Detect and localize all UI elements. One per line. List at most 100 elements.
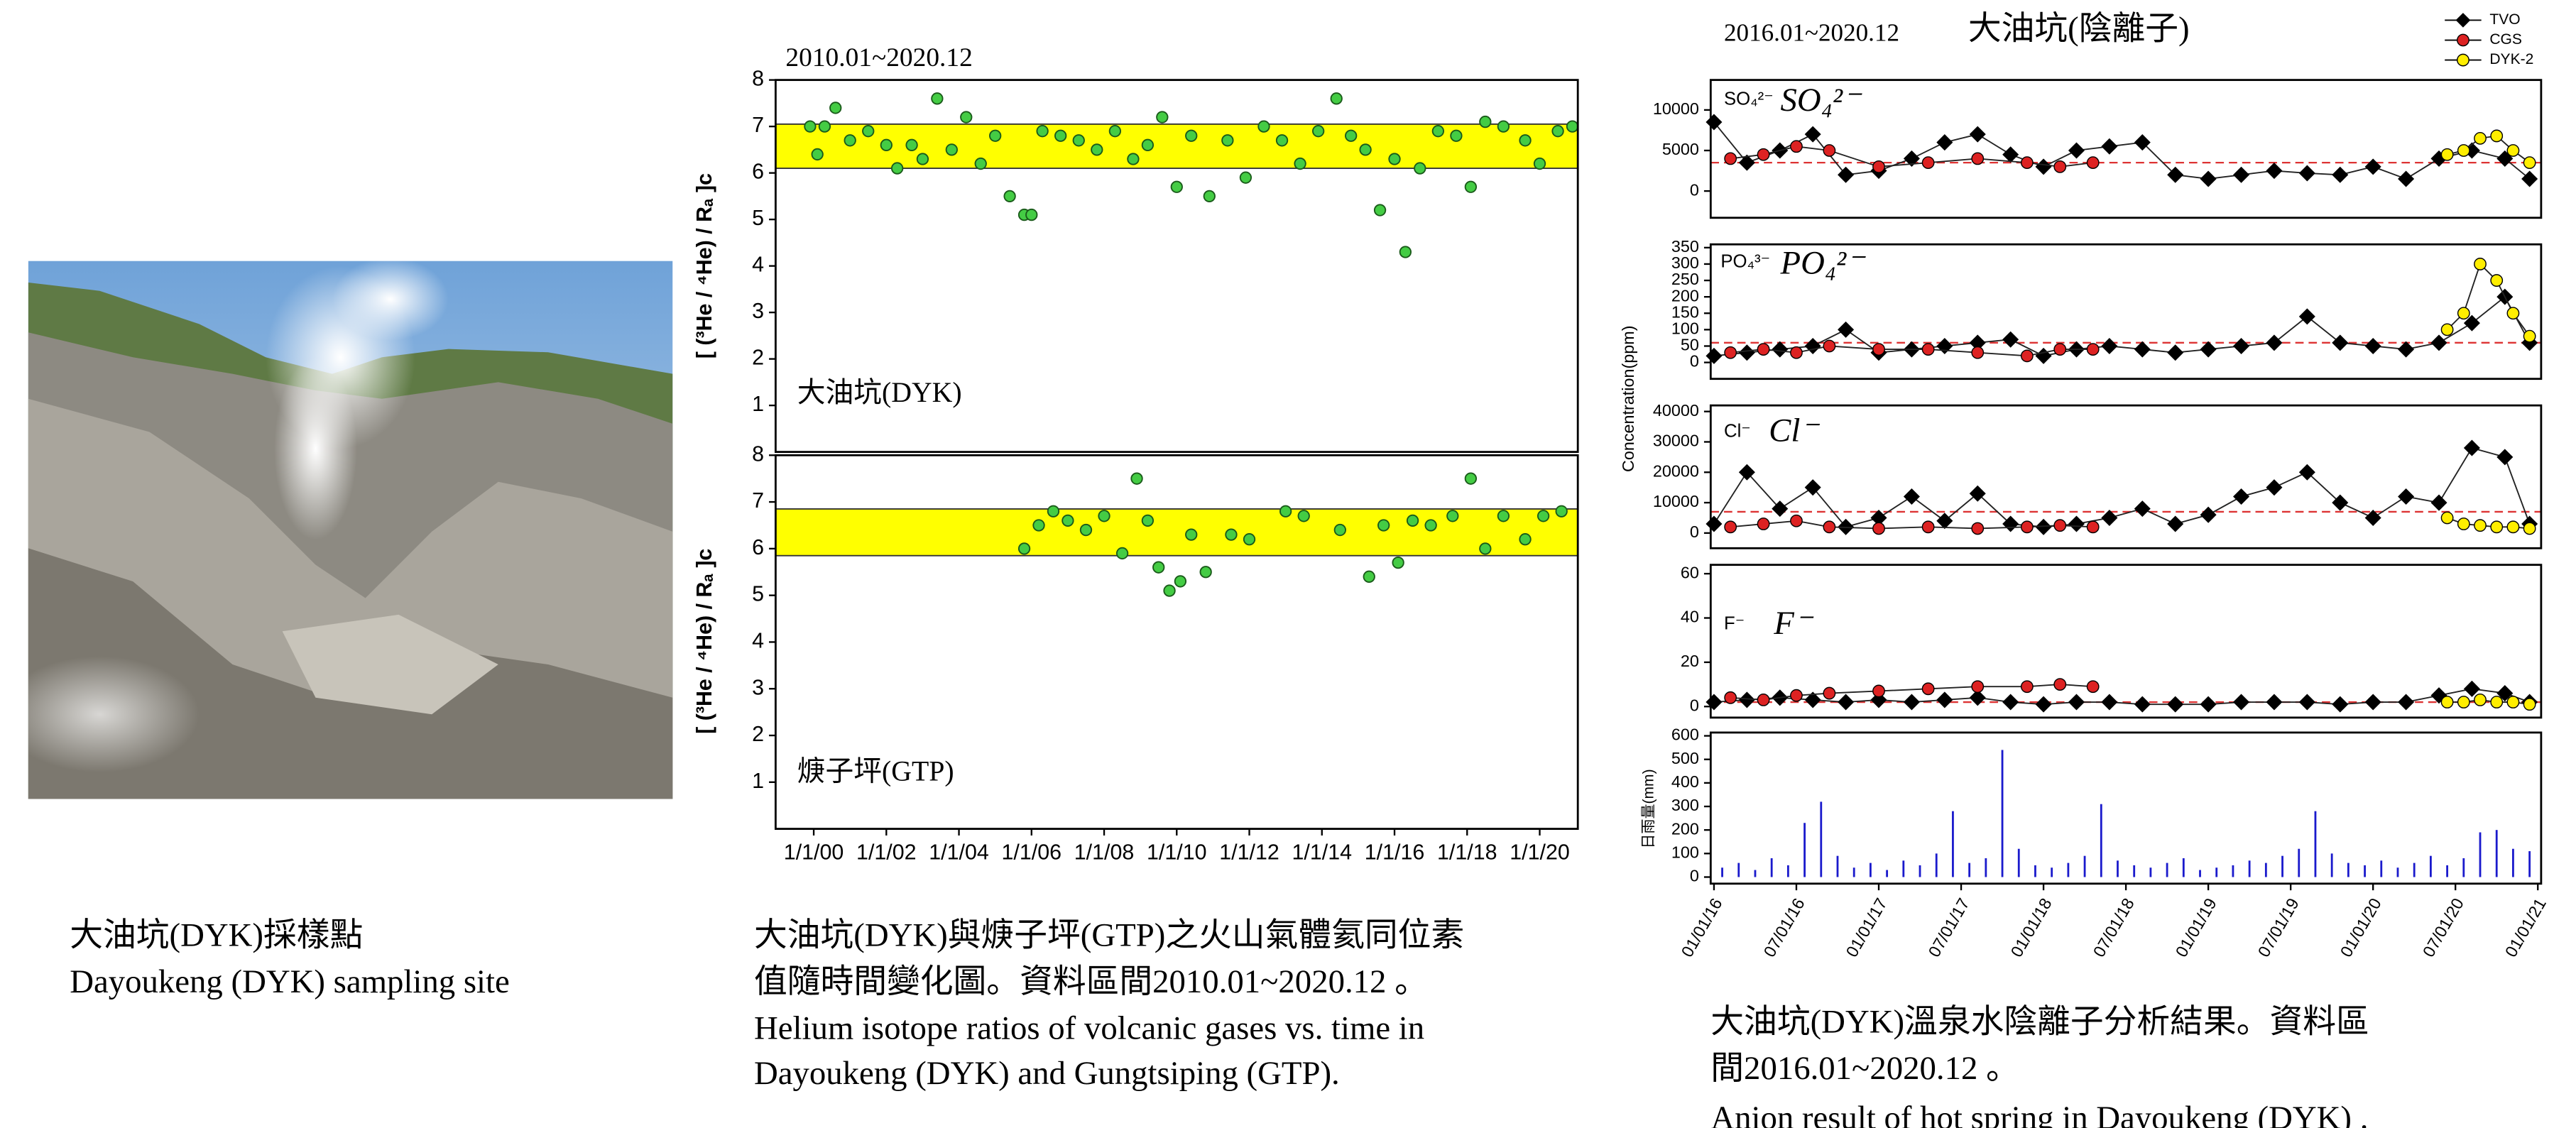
data-point bbox=[1497, 510, 1510, 522]
x-tick-label: 07/01/20 bbox=[2419, 895, 2467, 960]
caption: Dayoukeng (DYK) and Gungtsiping (GTP). bbox=[754, 1055, 1340, 1092]
data-point bbox=[1141, 138, 1155, 151]
ion-label: F⁻ bbox=[1773, 605, 1814, 642]
data-point bbox=[1312, 125, 1325, 138]
data-point bbox=[1738, 344, 1755, 361]
annotation: 大油坑(DYK) bbox=[797, 377, 962, 408]
data-point bbox=[2068, 694, 2085, 711]
y-tick-label: 3 bbox=[752, 299, 764, 323]
data-point bbox=[1388, 153, 1401, 165]
data-point bbox=[1275, 134, 1289, 147]
data-point bbox=[1003, 190, 1016, 203]
y-tick-label: 5000 bbox=[1662, 140, 1699, 158]
y-tick-label: 60 bbox=[1681, 563, 1699, 581]
data-point bbox=[1359, 143, 1372, 156]
x-tick-label: 07/01/19 bbox=[2254, 895, 2303, 960]
data-point bbox=[890, 162, 904, 175]
plot-frame bbox=[1709, 79, 2543, 219]
data-point bbox=[1870, 691, 1887, 708]
data-point bbox=[1279, 505, 1292, 518]
data-point bbox=[2332, 494, 2349, 511]
data-point bbox=[2490, 520, 2504, 534]
x-tick-label: 01/01/16 bbox=[1678, 895, 1726, 960]
data-point bbox=[1903, 694, 1920, 711]
data-point bbox=[1936, 134, 1953, 151]
x-tick-label: 01/01/20 bbox=[2337, 895, 2385, 960]
plot-frame bbox=[1709, 731, 2543, 885]
data-point bbox=[2134, 696, 2151, 713]
bar bbox=[1870, 863, 1872, 877]
data-point bbox=[1115, 547, 1129, 560]
data-point bbox=[1903, 488, 1920, 505]
bar bbox=[2462, 858, 2465, 877]
data-point bbox=[1757, 694, 1770, 706]
data-point bbox=[1333, 523, 1346, 537]
data-point bbox=[1823, 520, 1836, 534]
data-point bbox=[2332, 166, 2349, 183]
data-point bbox=[1330, 92, 1343, 105]
data-point bbox=[1823, 686, 1836, 700]
y-tick-label: 200 bbox=[1671, 819, 1699, 838]
data-point bbox=[1399, 246, 1412, 258]
data-point bbox=[1772, 500, 1789, 518]
data-point bbox=[2523, 522, 2536, 535]
data-point bbox=[2490, 129, 2504, 143]
y-axis-label: Concentration(ppm) bbox=[1619, 325, 1637, 472]
data-point bbox=[1025, 208, 1038, 221]
y-tick-label: 0 bbox=[1690, 867, 1699, 885]
data-point bbox=[1872, 343, 1885, 356]
x-tick-label: 01/01/21 bbox=[2501, 895, 2550, 960]
data-point bbox=[2521, 170, 2538, 187]
bar bbox=[2413, 863, 2416, 877]
y-tick-label: 300 bbox=[1671, 796, 1699, 814]
data-point bbox=[2068, 142, 2085, 159]
data-point bbox=[2298, 308, 2315, 325]
data-point bbox=[2167, 515, 2184, 532]
data-point bbox=[2398, 694, 2415, 711]
data-point bbox=[1823, 339, 1836, 353]
caption: 大油坑(DYK)採樣點 bbox=[70, 917, 363, 954]
bar bbox=[2446, 865, 2449, 877]
data-point bbox=[1017, 542, 1031, 555]
y-tick-label: 20 bbox=[1681, 652, 1699, 670]
data-point bbox=[2002, 694, 2019, 711]
data-point bbox=[1936, 513, 1953, 530]
data-point bbox=[2463, 439, 2480, 456]
legend-marker bbox=[2457, 53, 2469, 67]
bar bbox=[1952, 811, 1954, 877]
data-point bbox=[2474, 131, 2487, 145]
data-point bbox=[2496, 449, 2514, 466]
bar bbox=[1803, 823, 1806, 877]
y-tick-label: 0 bbox=[1690, 522, 1699, 541]
data-point bbox=[1872, 522, 1885, 535]
y-tick-label: 8 bbox=[752, 67, 764, 91]
y-tick-label: 6 bbox=[752, 160, 764, 184]
data-point bbox=[2457, 307, 2470, 320]
data-point bbox=[1061, 514, 1074, 527]
bar bbox=[1836, 855, 1839, 877]
data-point bbox=[1446, 510, 1459, 522]
y-tick-label: 1 bbox=[752, 769, 764, 793]
data-point bbox=[1724, 152, 1737, 165]
bar bbox=[1721, 867, 1723, 877]
series-line bbox=[1713, 121, 2531, 180]
data-point bbox=[1551, 125, 1564, 138]
data-point bbox=[2364, 694, 2381, 711]
data-point bbox=[2101, 138, 2118, 155]
ion-label: Cl⁻ bbox=[1769, 412, 1820, 449]
chart-subtitle: 大油坑(陰離子) bbox=[1968, 11, 2190, 48]
data-point bbox=[1156, 111, 1169, 124]
data-point bbox=[1969, 485, 1986, 502]
data-point bbox=[2298, 694, 2315, 711]
data-point bbox=[2200, 506, 2217, 523]
data-point bbox=[1724, 691, 1737, 704]
caption: Dayoukeng (DYK) sampling site bbox=[70, 963, 510, 1000]
data-point bbox=[2167, 344, 2184, 361]
x-tick-label: 1/1/00 bbox=[784, 840, 844, 865]
data-point bbox=[1872, 160, 1885, 173]
x-tick-label: 07/01/18 bbox=[2090, 895, 2138, 960]
data-point bbox=[1757, 148, 1770, 161]
bar bbox=[2001, 750, 2004, 877]
bar bbox=[1754, 870, 1757, 877]
data-point bbox=[2496, 685, 2514, 702]
